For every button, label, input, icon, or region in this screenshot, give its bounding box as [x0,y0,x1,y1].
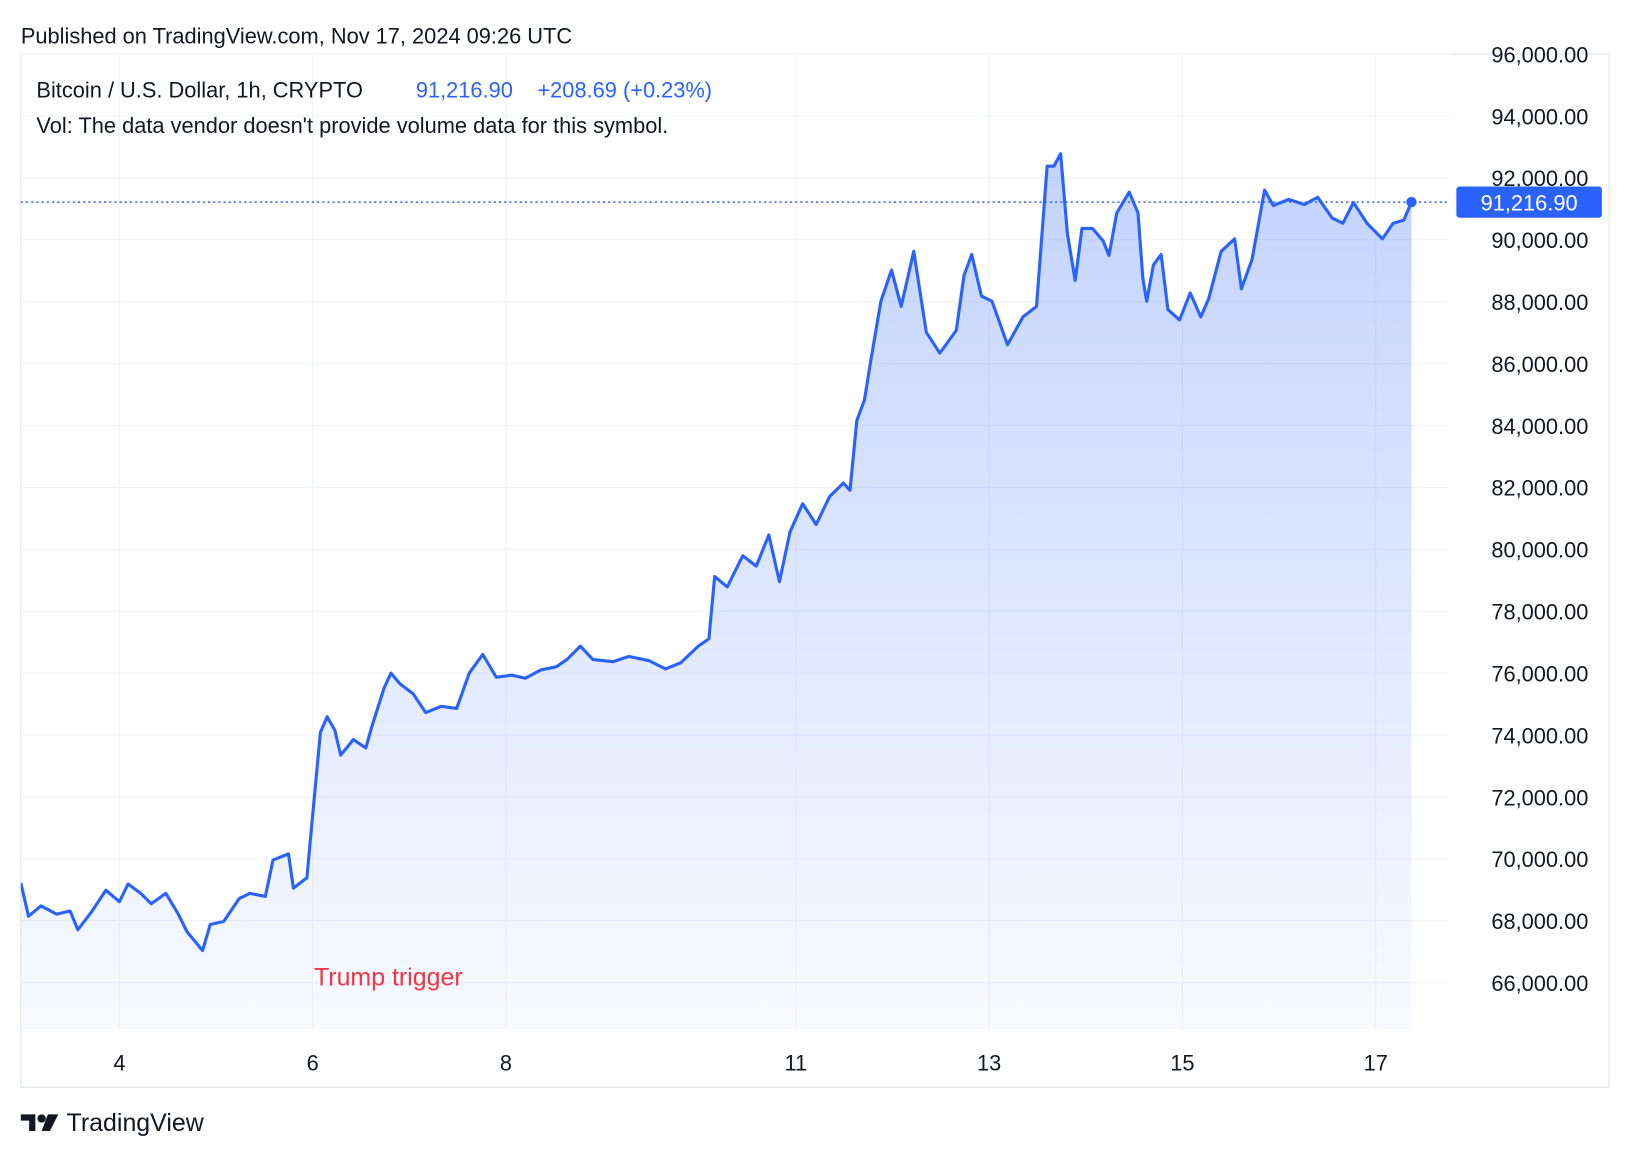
y-tick-label: 74,000.00 [1491,723,1588,748]
x-tick-label: 6 [307,1051,319,1076]
volume-note: Vol: The data vendor doesn't provide vol… [36,113,668,138]
y-tick-label: 66,000.00 [1491,971,1588,996]
series-name: Bitcoin / U.S. Dollar, 1h, CRYPTO [36,78,363,103]
price-change: +208.69 (+0.23%) [537,78,712,103]
x-tick-label: 13 [977,1051,1001,1076]
y-tick-label: 84,000.00 [1491,414,1588,439]
y-tick-label: 68,000.00 [1491,909,1588,934]
y-tick-label: 88,000.00 [1491,290,1588,315]
y-tick-label: 70,000.00 [1491,847,1588,872]
axes: 66,000.00 68,000.00 70,000.00 72,000.00 74,0… [113,42,1602,1076]
y-tick-label: 94,000.00 [1491,104,1588,129]
area [20,153,1412,1030]
last-price-box [1456,186,1602,218]
annotation: Trump trigger [314,963,463,991]
x-tick-label: 4 [113,1051,125,1076]
y-tick-label: 82,000.00 [1491,476,1588,501]
y-tick-label: 86,000.00 [1491,352,1588,377]
plot [20,152,1417,1030]
last-price: 91,216.90 [416,78,513,103]
y-tick-label: 96,000.00 [1491,42,1588,67]
published-note: Published on TradingView.com, Nov 17, 20… [21,24,572,49]
brand: TradingView [67,1109,205,1137]
last-point [1406,196,1417,208]
brand-logo [20,1114,59,1131]
y-tick-label: 72,000.00 [1491,785,1588,810]
last-price-label: 91,216.90 [1481,190,1578,215]
x-tick-label: 11 [785,1051,808,1076]
x-tick-label: 17 [1364,1051,1388,1076]
y-tick-label: 90,000.00 [1491,228,1588,253]
y-tick-label: 76,000.00 [1491,661,1588,686]
y-tick-label: 80,000.00 [1491,538,1588,563]
x-tick-label: 15 [1170,1051,1194,1076]
price-line [20,152,1413,953]
y-tick-label: 78,000.00 [1491,600,1588,625]
x-tick-label: 8 [500,1051,512,1076]
